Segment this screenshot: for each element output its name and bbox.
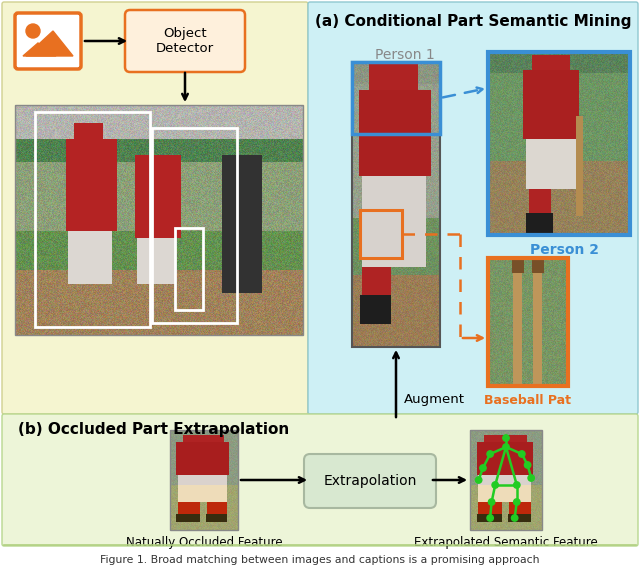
Circle shape	[476, 477, 482, 483]
Circle shape	[488, 499, 495, 505]
Circle shape	[528, 475, 534, 481]
Bar	[152, 128, 237, 323]
Bar	[488, 258, 568, 386]
Circle shape	[513, 499, 520, 505]
Circle shape	[487, 451, 493, 457]
Bar	[15, 105, 303, 335]
Bar	[470, 430, 542, 530]
Bar	[488, 52, 630, 235]
Text: Extrapolated Semantic Feature: Extrapolated Semantic Feature	[414, 536, 598, 549]
Circle shape	[487, 515, 493, 521]
Text: Augment: Augment	[404, 393, 465, 407]
FancyBboxPatch shape	[15, 13, 81, 69]
FancyBboxPatch shape	[125, 10, 245, 72]
Polygon shape	[23, 43, 56, 56]
Text: (b) Occluded Part Extrapolation: (b) Occluded Part Extrapolation	[18, 422, 289, 437]
Circle shape	[511, 515, 518, 521]
Bar	[170, 430, 238, 530]
Circle shape	[513, 482, 520, 488]
Text: Baseball Pat: Baseball Pat	[484, 394, 572, 407]
Polygon shape	[26, 31, 73, 56]
Circle shape	[480, 465, 486, 471]
FancyBboxPatch shape	[308, 2, 638, 414]
Text: Natually Occluded Feature: Natually Occluded Feature	[125, 536, 282, 549]
Bar	[352, 62, 440, 347]
Circle shape	[503, 444, 509, 450]
FancyBboxPatch shape	[2, 2, 308, 414]
Text: Extrapolation: Extrapolation	[323, 474, 417, 488]
Circle shape	[503, 435, 509, 441]
Circle shape	[492, 482, 499, 488]
Circle shape	[26, 24, 40, 38]
Circle shape	[518, 451, 525, 457]
Bar	[360, 210, 402, 258]
Text: Person 1: Person 1	[375, 48, 435, 62]
Text: Person 2: Person 2	[529, 243, 598, 257]
FancyBboxPatch shape	[304, 454, 436, 508]
Circle shape	[524, 462, 531, 468]
Bar	[352, 62, 440, 134]
Bar	[175, 228, 203, 310]
Text: Figure 1. Broad matching between images and captions is a promising approach: Figure 1. Broad matching between images …	[100, 555, 540, 565]
Bar	[35, 112, 150, 327]
FancyBboxPatch shape	[2, 414, 638, 546]
Text: (a) Conditional Part Semantic Mining: (a) Conditional Part Semantic Mining	[315, 14, 631, 29]
Text: Object
Detector: Object Detector	[156, 27, 214, 55]
